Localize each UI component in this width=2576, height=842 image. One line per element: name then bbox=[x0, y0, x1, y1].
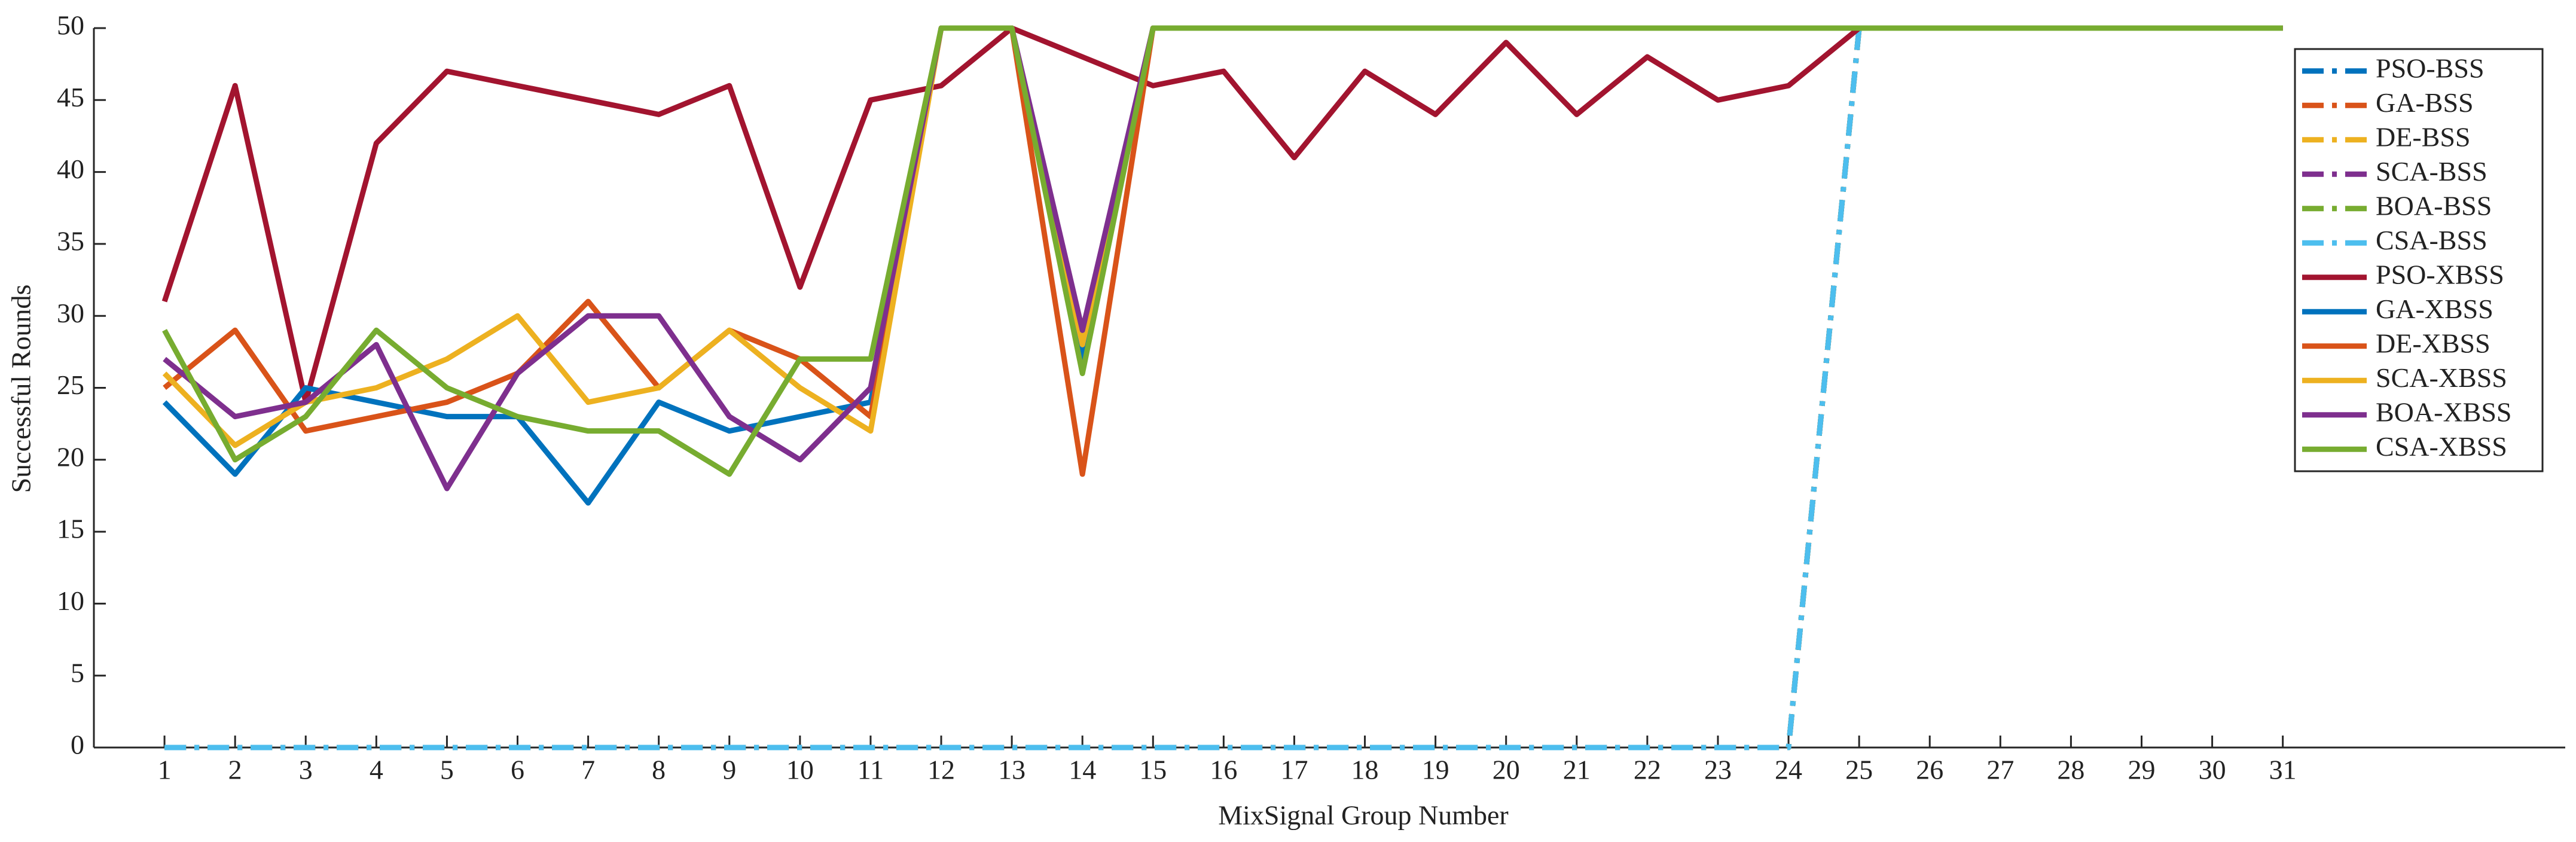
legend-label: BOA-XBSS bbox=[2376, 396, 2512, 427]
legend-label: BOA-BSS bbox=[2376, 190, 2492, 221]
y-tick-label: 35 bbox=[57, 225, 84, 256]
x-tick-label: 15 bbox=[1139, 755, 1167, 785]
x-tick-label: 4 bbox=[370, 755, 383, 785]
x-tick-label: 27 bbox=[1986, 755, 2014, 785]
x-tick-label: 11 bbox=[857, 755, 884, 785]
x-tick-label: 2 bbox=[228, 755, 242, 785]
x-tick-label: 25 bbox=[1845, 755, 1873, 785]
legend-box bbox=[2294, 48, 2544, 472]
legend-label: PSO-XBSS bbox=[2376, 259, 2504, 289]
x-tick-label: 21 bbox=[1563, 755, 1591, 785]
legend-label: CSA-BSS bbox=[2376, 225, 2488, 255]
x-tick-label: 31 bbox=[2269, 755, 2297, 785]
x-tick-label: 3 bbox=[299, 755, 313, 785]
x-tick-label: 1 bbox=[158, 755, 172, 785]
y-tick-label: 5 bbox=[71, 657, 84, 688]
x-tick-label: 29 bbox=[2128, 755, 2155, 785]
legend-label: SCA-XBSS bbox=[2376, 362, 2507, 393]
y-tick-label: 40 bbox=[57, 154, 84, 184]
x-tick-label: 10 bbox=[786, 755, 814, 785]
x-tick-label: 5 bbox=[440, 755, 454, 785]
y-tick-label: 50 bbox=[57, 10, 84, 41]
legend-label: GA-XBSS bbox=[2376, 294, 2493, 324]
x-tick-label: 7 bbox=[581, 755, 595, 785]
x-axis-title: MixSignal Group Number bbox=[1218, 800, 1509, 831]
legend-label: CSA-XBSS bbox=[2376, 431, 2507, 462]
x-tick-label: 19 bbox=[1422, 755, 1449, 785]
y-tick-label: 0 bbox=[71, 730, 84, 760]
y-axis-title: Successful Rounds bbox=[6, 285, 36, 493]
x-tick-label: 26 bbox=[1916, 755, 1943, 785]
x-tick-label: 17 bbox=[1280, 755, 1308, 785]
x-tick-label: 18 bbox=[1351, 755, 1379, 785]
x-tick-label: 24 bbox=[1775, 755, 1802, 785]
x-tick-label: 9 bbox=[722, 755, 736, 785]
series-line bbox=[162, 25, 2283, 449]
x-tick-label: 14 bbox=[1069, 755, 1096, 785]
y-tick-label: 15 bbox=[57, 514, 84, 544]
x-tick-label: 6 bbox=[511, 755, 524, 785]
legend-label: DE-XBSS bbox=[2376, 328, 2490, 358]
x-tick-label: 12 bbox=[927, 755, 955, 785]
x-tick-label: 23 bbox=[1704, 755, 1732, 785]
series-line bbox=[163, 25, 2283, 477]
y-tick-label: 10 bbox=[57, 585, 84, 616]
series-line bbox=[162, 25, 2283, 477]
x-tick-label: 20 bbox=[1493, 755, 1520, 785]
x-tick-label: 13 bbox=[998, 755, 1025, 785]
x-tick-label: 30 bbox=[2199, 755, 2226, 785]
legend-label: SCA-BSS bbox=[2376, 156, 2488, 187]
x-tick-label: 8 bbox=[652, 755, 666, 785]
x-tick-label: 16 bbox=[1210, 755, 1237, 785]
series-line bbox=[161, 25, 2283, 405]
legend-label: GA-BSS bbox=[2376, 87, 2474, 118]
y-tick-label: 25 bbox=[57, 370, 84, 400]
y-tick-label: 30 bbox=[57, 298, 84, 328]
series-line bbox=[163, 25, 2283, 492]
x-tick-label: 22 bbox=[1634, 755, 1661, 785]
legend-label: PSO-BSS bbox=[2376, 53, 2485, 83]
legend-label: DE-BSS bbox=[2376, 121, 2470, 152]
y-tick-label: 45 bbox=[57, 82, 84, 112]
x-tick-label: 28 bbox=[2057, 755, 2084, 785]
y-tick-label: 20 bbox=[57, 441, 84, 472]
